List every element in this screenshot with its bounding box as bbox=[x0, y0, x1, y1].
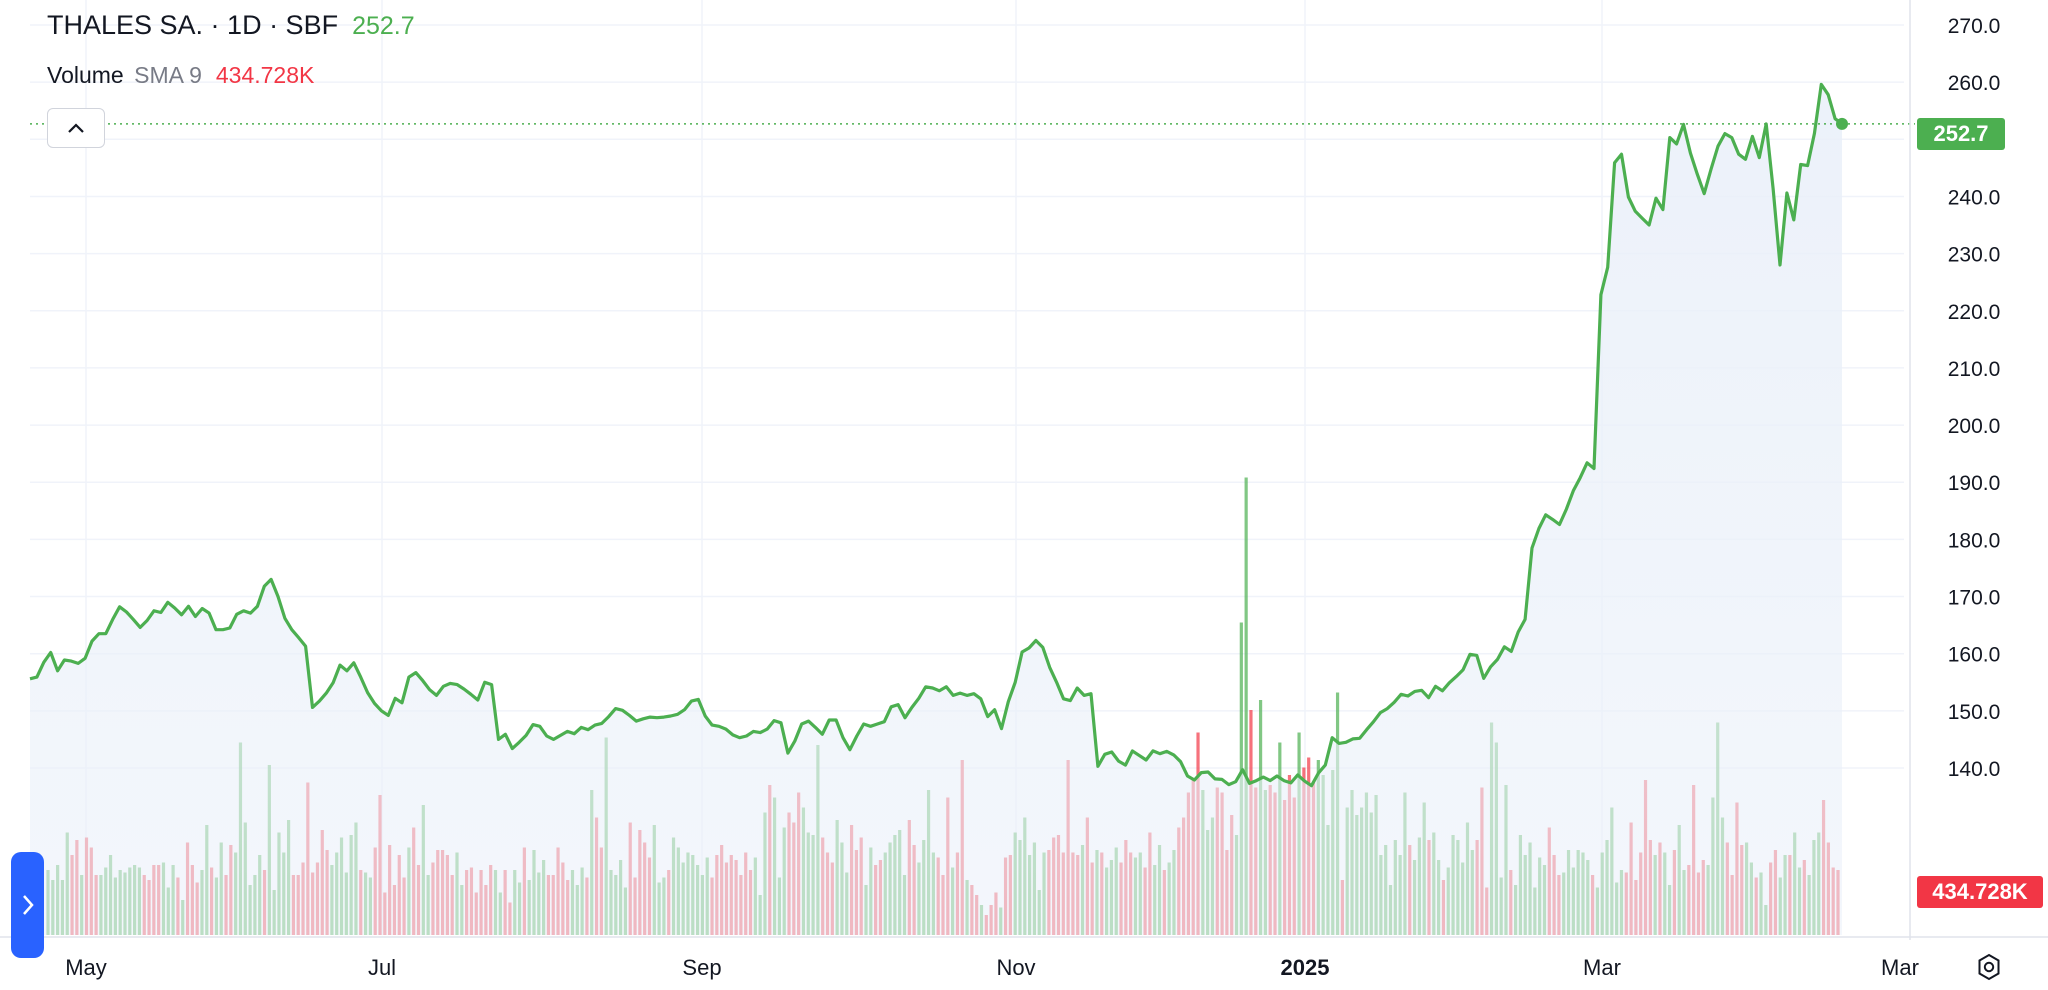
price-tick-label: 220.0 bbox=[1948, 301, 2001, 324]
volume-label: Volume bbox=[47, 62, 124, 88]
last-price: 252.7 bbox=[352, 12, 415, 40]
collapse-legend-button[interactable] bbox=[47, 108, 105, 148]
volume-sma-label: SMA 9 bbox=[134, 62, 202, 88]
price-tick-label: 170.0 bbox=[1948, 587, 2001, 610]
price-badge: 252.7 bbox=[1917, 118, 2005, 150]
price-tick-label: 230.0 bbox=[1948, 244, 2001, 267]
price-tick-label: 240.0 bbox=[1948, 186, 2001, 209]
price-area bbox=[30, 84, 1842, 935]
time-tick-label: Mar bbox=[1881, 955, 1919, 980]
chevron-right-icon bbox=[22, 895, 34, 915]
symbol-name: THALES SA. · 1D · SBF bbox=[47, 10, 339, 40]
time-tick-label: Mar bbox=[1583, 955, 1621, 980]
price-tick-label: 200.0 bbox=[1948, 415, 2001, 438]
time-tick-label: 2025 bbox=[1281, 955, 1330, 980]
chart-settings-button[interactable] bbox=[1972, 950, 2006, 984]
price-tick-label: 260.0 bbox=[1948, 72, 2001, 95]
price-tick-label: 150.0 bbox=[1948, 701, 2001, 724]
last-price-marker bbox=[1836, 117, 1848, 130]
price-line bbox=[29, 82, 1843, 788]
price-tick-label: 180.0 bbox=[1948, 529, 2001, 552]
chevron-up-icon bbox=[68, 123, 84, 133]
price-series bbox=[29, 82, 1915, 935]
price-tick-label: 160.0 bbox=[1948, 644, 2001, 667]
price-tick-label: 210.0 bbox=[1948, 358, 2001, 381]
symbol-legend: THALES SA. · 1D · SBF 252.7 bbox=[47, 10, 415, 41]
time-tick-label: Jul bbox=[368, 955, 396, 980]
volume-badge: 434.728K bbox=[1917, 876, 2043, 908]
time-tick-label: May bbox=[65, 955, 107, 980]
volume-legend: Volume SMA 9 434.728K bbox=[47, 62, 314, 89]
gear-icon bbox=[1978, 953, 2000, 981]
volume-bar bbox=[1244, 477, 1248, 935]
price-tick-label: 140.0 bbox=[1948, 758, 2001, 781]
time-tick-label: Sep bbox=[682, 955, 721, 980]
price-tick-label: 270.0 bbox=[1948, 15, 2001, 38]
price-tick-label: 190.0 bbox=[1948, 472, 2001, 495]
volume-sma-value: 434.728K bbox=[215, 62, 315, 88]
toggle-panel-button[interactable] bbox=[11, 852, 44, 958]
time-tick-label: Nov bbox=[996, 955, 1035, 980]
